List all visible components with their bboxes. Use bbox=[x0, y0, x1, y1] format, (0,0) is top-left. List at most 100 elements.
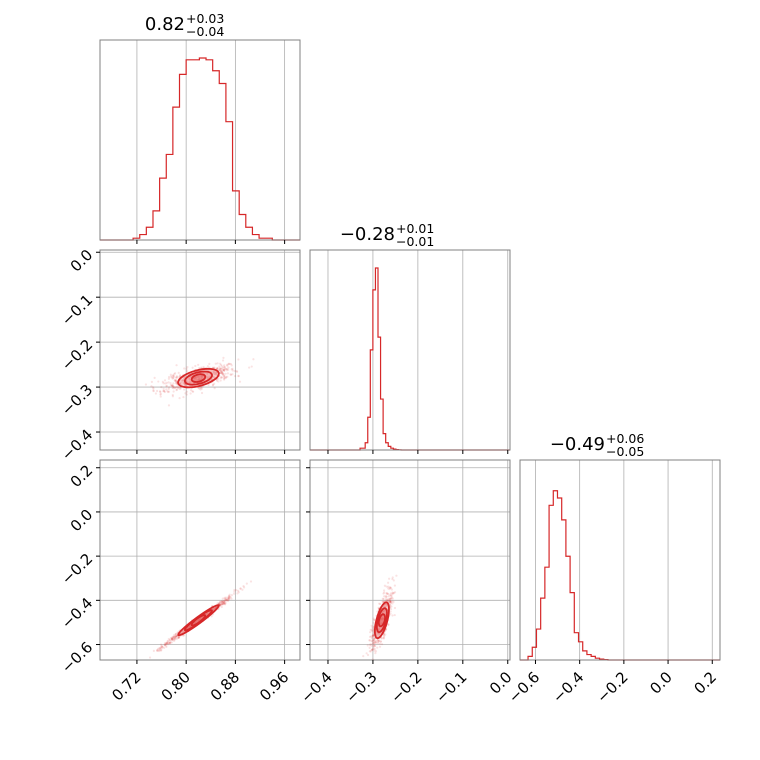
sample-point bbox=[382, 611, 386, 614]
sample-point bbox=[211, 384, 215, 387]
sample-point bbox=[224, 602, 227, 605]
sample-point bbox=[225, 367, 228, 371]
sample-point bbox=[229, 373, 232, 376]
sample-point bbox=[372, 617, 375, 620]
sample-point bbox=[220, 376, 224, 379]
sample-point bbox=[387, 587, 390, 590]
sample-point bbox=[184, 383, 187, 386]
sample-point bbox=[207, 611, 210, 614]
sample-point bbox=[183, 388, 186, 391]
sample-point bbox=[213, 382, 216, 385]
sample-point bbox=[180, 631, 184, 634]
sample-point bbox=[152, 649, 155, 653]
sample-point bbox=[372, 621, 375, 624]
sample-point bbox=[389, 601, 392, 604]
sample-point bbox=[158, 647, 161, 650]
sample-point bbox=[230, 364, 233, 367]
sample-point bbox=[223, 376, 226, 379]
contour-level-1.5 bbox=[177, 367, 220, 389]
sample-point bbox=[390, 597, 393, 600]
sample-point bbox=[378, 627, 381, 630]
y-tick-label: −0.2 bbox=[58, 550, 96, 588]
sample-point bbox=[172, 637, 175, 640]
sample-point bbox=[227, 597, 230, 600]
sample-point bbox=[381, 619, 385, 622]
sample-point bbox=[224, 596, 228, 599]
sample-point bbox=[235, 369, 238, 373]
sample-point bbox=[227, 595, 231, 598]
sample-point bbox=[373, 644, 376, 647]
sample-point bbox=[380, 621, 383, 624]
sample-point bbox=[212, 370, 215, 373]
sample-point bbox=[372, 633, 375, 636]
sample-point bbox=[388, 600, 391, 603]
sample-point bbox=[377, 628, 381, 631]
sample-point bbox=[373, 641, 376, 645]
title-error-minus: −0.01 bbox=[396, 234, 434, 249]
sample-point bbox=[178, 396, 181, 400]
sample-point bbox=[175, 364, 178, 367]
sample-point bbox=[199, 617, 202, 620]
sample-point bbox=[169, 641, 172, 644]
sample-point bbox=[392, 600, 395, 603]
sample-point bbox=[178, 387, 181, 390]
sample-point bbox=[195, 379, 198, 382]
sample-point bbox=[195, 378, 198, 382]
sample-point bbox=[389, 610, 392, 613]
sample-point bbox=[170, 637, 174, 640]
sample-point bbox=[180, 380, 183, 384]
sample-point bbox=[171, 374, 175, 377]
sample-point bbox=[370, 649, 373, 652]
sample-point bbox=[384, 605, 387, 608]
sample-point bbox=[167, 642, 171, 645]
x-tick-label: −0.2 bbox=[387, 668, 425, 706]
sample-point bbox=[175, 637, 178, 641]
sample-point bbox=[171, 393, 174, 397]
sample-point bbox=[213, 372, 216, 375]
sample-point bbox=[169, 640, 172, 644]
sample-point bbox=[170, 641, 173, 644]
sample-point bbox=[366, 644, 369, 647]
y-tick-label: −0.2 bbox=[58, 336, 96, 374]
sample-point bbox=[383, 595, 386, 598]
sample-point bbox=[383, 584, 386, 587]
sample-point bbox=[225, 598, 228, 601]
sample-point bbox=[205, 373, 208, 376]
sample-point bbox=[168, 386, 171, 389]
sample-point bbox=[178, 374, 182, 377]
sample-point bbox=[176, 636, 180, 640]
sample-point bbox=[163, 643, 166, 646]
sample-point bbox=[165, 642, 169, 645]
sample-point bbox=[198, 377, 201, 380]
sample-point bbox=[176, 376, 179, 379]
sample-point bbox=[163, 643, 167, 646]
title-error-plus: +0.06 bbox=[606, 431, 644, 446]
sample-point bbox=[175, 634, 178, 637]
sample-point bbox=[202, 365, 205, 369]
contour-level-0.5 bbox=[190, 373, 207, 383]
sample-point bbox=[376, 641, 379, 644]
sample-point bbox=[378, 645, 382, 648]
sample-point bbox=[189, 381, 192, 384]
sample-point bbox=[168, 641, 171, 645]
sample-point bbox=[379, 620, 383, 623]
sample-point bbox=[187, 380, 190, 384]
sample-point bbox=[224, 367, 227, 371]
sample-point bbox=[174, 632, 178, 636]
sample-point bbox=[193, 378, 197, 381]
sample-point bbox=[383, 604, 386, 608]
sample-point bbox=[160, 647, 163, 650]
sample-point bbox=[174, 632, 177, 636]
sample-point bbox=[238, 380, 242, 383]
sample-point bbox=[208, 375, 212, 378]
sample-point bbox=[233, 374, 237, 378]
sample-point bbox=[382, 600, 385, 603]
sample-point bbox=[182, 376, 186, 379]
sample-point bbox=[177, 636, 180, 639]
sample-point bbox=[374, 652, 377, 655]
histogram-panel-0: 0.82 +0.03−0.04 bbox=[99, 11, 301, 241]
sample-point bbox=[185, 367, 188, 370]
sample-point bbox=[171, 637, 174, 640]
sample-point bbox=[372, 641, 375, 645]
